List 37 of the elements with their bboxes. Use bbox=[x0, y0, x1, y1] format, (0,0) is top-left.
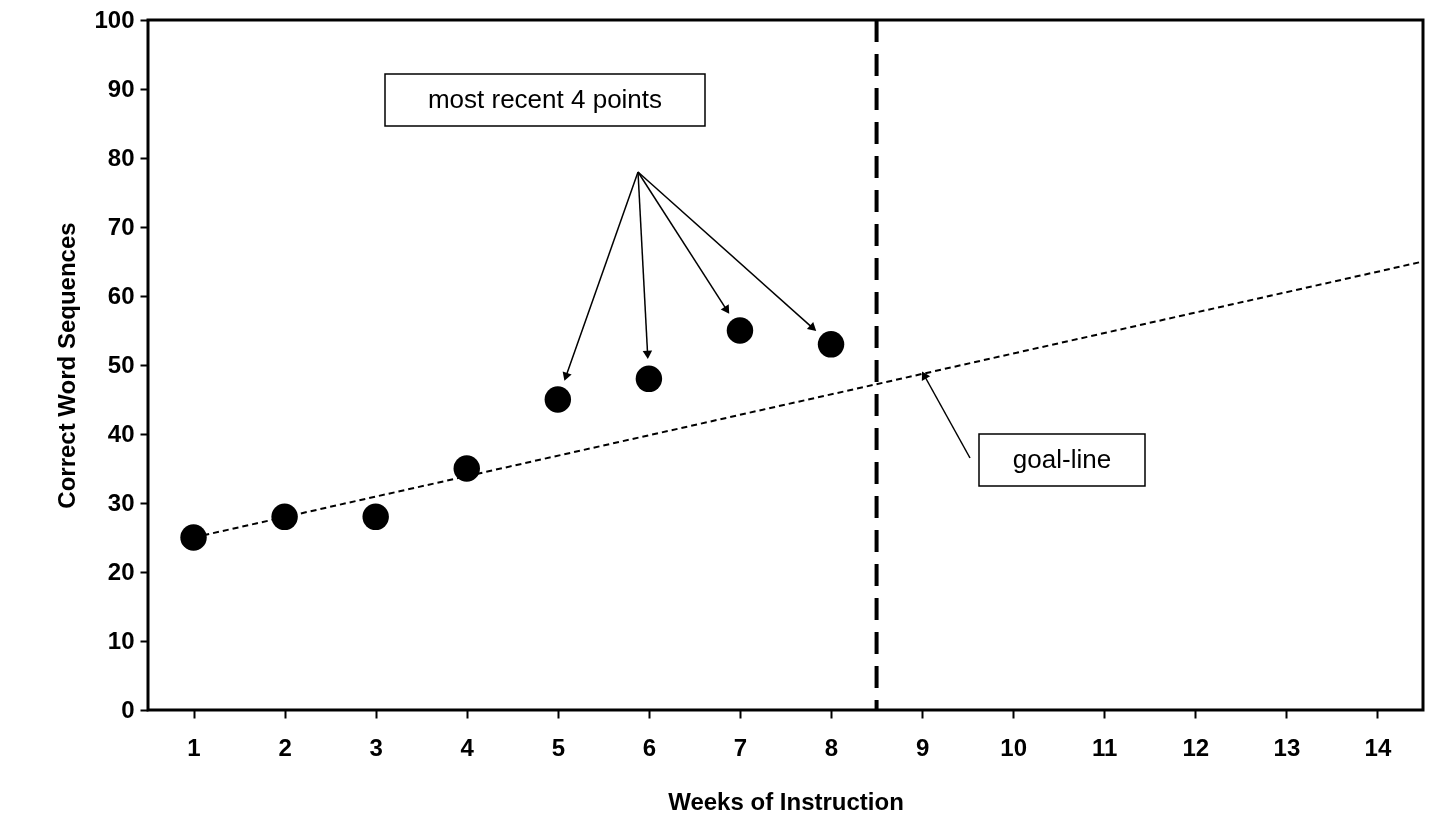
y-axis-title: Correct Word Sequences bbox=[53, 222, 81, 509]
y-tick-label: 20 bbox=[107, 557, 135, 585]
point bbox=[271, 503, 298, 530]
x-tick-label: 12 bbox=[1182, 733, 1210, 761]
x-tick-label: 6 bbox=[642, 733, 657, 761]
x-tick-label: 7 bbox=[733, 733, 748, 761]
x-tick-label: 1 bbox=[187, 733, 201, 761]
point bbox=[453, 455, 480, 482]
annotation: most recent 4 points bbox=[427, 84, 663, 114]
y-tick-label: 60 bbox=[107, 281, 135, 309]
y-tick-label: 40 bbox=[107, 419, 135, 447]
y-tick-label: 80 bbox=[107, 143, 135, 171]
x-tick-label: 3 bbox=[369, 733, 383, 761]
y-tick-label: 100 bbox=[94, 5, 135, 33]
y-tick-label: 0 bbox=[121, 695, 135, 723]
annotation: goal-line bbox=[1012, 444, 1112, 474]
x-tick-label: 11 bbox=[1092, 733, 1118, 761]
y-tick-label: 90 bbox=[107, 74, 135, 102]
x-tick-label: 5 bbox=[551, 733, 565, 761]
point bbox=[544, 386, 572, 413]
x-tick-label: 13 bbox=[1273, 733, 1301, 761]
point bbox=[180, 524, 207, 551]
x-tick-label: 9 bbox=[915, 733, 930, 761]
x-axis-title: Weeks of Instruction bbox=[668, 787, 904, 815]
y-tick-label: 50 bbox=[107, 350, 135, 378]
point bbox=[817, 331, 845, 358]
x-tick-label: 14 bbox=[1364, 733, 1392, 761]
x-tick-label: 4 bbox=[460, 733, 475, 761]
y-tick-label: 70 bbox=[107, 212, 135, 240]
x-tick-label: 8 bbox=[824, 733, 839, 761]
point bbox=[635, 365, 663, 392]
y-tick-label: 10 bbox=[107, 626, 135, 654]
point bbox=[726, 317, 754, 344]
y-tick-label: 30 bbox=[107, 488, 135, 516]
point bbox=[362, 503, 389, 530]
x-tick-label: 10 bbox=[1000, 733, 1028, 761]
x-tick-label: 2 bbox=[278, 733, 292, 761]
